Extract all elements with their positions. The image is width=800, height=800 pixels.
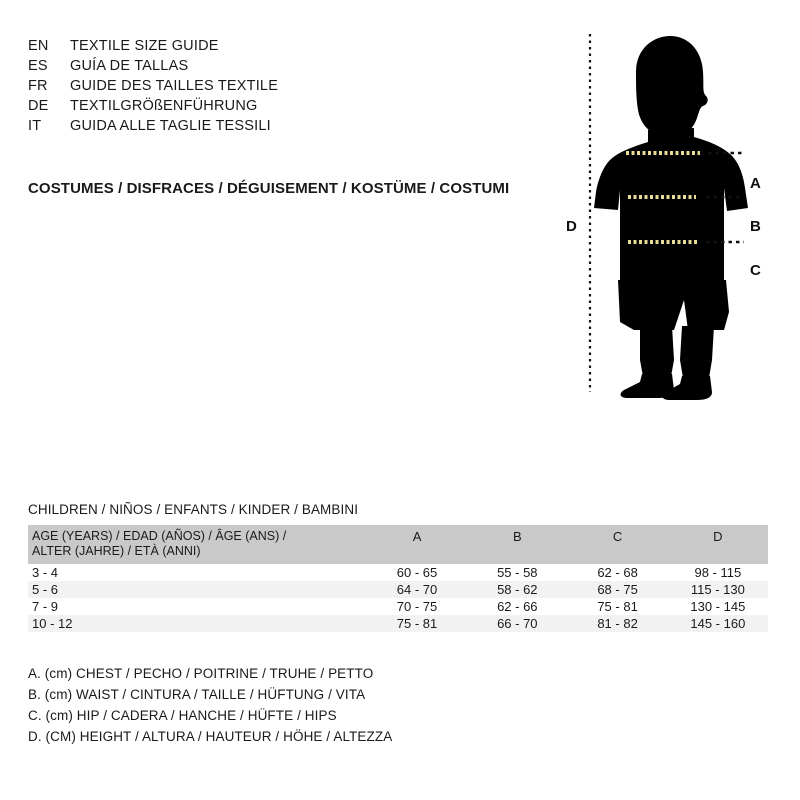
left-leg-shape <box>640 326 674 382</box>
cell-age: 5 - 6 <box>32 582 59 597</box>
language-code-en: EN <box>28 38 49 54</box>
cell-chest: 75 - 81 <box>396 616 438 631</box>
measurement-diagram: A B C D <box>548 30 788 400</box>
language-title-it: GUIDA ALLE TAGLIE TESSILI <box>70 118 271 134</box>
cell-hip: 62 - 68 <box>597 565 638 580</box>
size-table: AGE (YEARS) / EDAD (AÑOS) / ÂGE (ANS) / … <box>28 525 768 632</box>
chest-marker-label: A <box>750 175 761 192</box>
cell-chest: 70 - 75 <box>396 599 438 614</box>
right-shoe-shape <box>662 376 712 400</box>
shorts-shape <box>618 280 729 330</box>
cell-height: 98 - 115 <box>694 565 742 580</box>
language-row-es: ES GUÍA DE TALLAS <box>28 58 548 78</box>
cell-hip: 75 - 81 <box>597 599 638 614</box>
cell-height: 115 - 130 <box>690 582 745 597</box>
cell-chest: 60 - 65 <box>396 565 438 580</box>
table-header-row: AGE (YEARS) / EDAD (AÑOS) / ÂGE (ANS) / … <box>28 525 768 564</box>
table-row: 3 - 4 60 - 65 55 - 58 62 - 68 98 - 115 <box>28 564 768 581</box>
torso-tshirt-shape <box>594 128 748 282</box>
table-row: 7 - 9 70 - 75 62 - 66 75 - 81 130 - 145 <box>28 598 768 615</box>
child-silhouette-svg <box>588 34 748 400</box>
language-title-fr: GUIDE DES TAILLES TEXTILE <box>70 78 279 94</box>
cell-age: 7 - 9 <box>32 599 59 614</box>
column-header-a: A <box>412 529 422 544</box>
column-header-d: D <box>713 529 723 544</box>
silhouette-body <box>594 36 748 400</box>
language-code-de: DE <box>28 98 49 114</box>
language-row-en: EN TEXTILE SIZE GUIDE <box>28 38 548 58</box>
cell-waist: 62 - 66 <box>497 599 538 614</box>
column-header-age: AGE (YEARS) / EDAD (AÑOS) / ÂGE (ANS) / … <box>28 525 367 564</box>
legend-row-height: D. (CM) HEIGHT / ALTURA / HAUTEUR / HÖHE… <box>28 729 393 744</box>
language-row-de: DE TEXTILGRÖßENFÜHRUNG <box>28 98 548 118</box>
cell-waist: 58 - 62 <box>497 582 538 597</box>
language-code-es: ES <box>28 58 48 74</box>
head-shape <box>636 36 708 139</box>
language-code-it: IT <box>28 118 42 134</box>
waist-marker-label: B <box>750 218 761 235</box>
table-body: 3 - 4 60 - 65 55 - 58 62 - 68 98 - 115 5… <box>28 564 768 632</box>
category-heading: COSTUMES / DISFRACES / DÉGUISEMENT / KOS… <box>28 180 510 197</box>
cell-waist: 66 - 70 <box>497 616 538 631</box>
column-header-b: B <box>512 529 522 544</box>
language-title-block: EN TEXTILE SIZE GUIDE ES GUÍA DE TALLAS … <box>28 38 548 138</box>
cell-age: 3 - 4 <box>32 565 59 580</box>
height-marker-label: D <box>566 218 577 235</box>
column-header-age-line2: ALTER (JAHRE) / ETÀ (ANNI) <box>32 544 201 558</box>
cell-age: 10 - 12 <box>32 616 73 631</box>
language-title-de: TEXTILGRÖßENFÜHRUNG <box>70 98 258 114</box>
legend-row-chest: A. (cm) CHEST / PECHO / POITRINE / TRUHE… <box>28 666 374 681</box>
language-title-en: TEXTILE SIZE GUIDE <box>70 38 219 54</box>
table-caption: CHILDREN / NIÑOS / ENFANTS / KINDER / BA… <box>28 502 359 517</box>
column-header-age-line1: AGE (YEARS) / EDAD (AÑOS) / ÂGE (ANS) / <box>32 529 287 543</box>
measurement-legend: A. (cm) CHEST / PECHO / POITRINE / TRUHE… <box>28 666 548 750</box>
legend-row-hip: C. (cm) HIP / CADERA / HANCHE / HÜFTE / … <box>28 708 337 723</box>
table-header: AGE (YEARS) / EDAD (AÑOS) / ÂGE (ANS) / … <box>28 525 768 564</box>
right-leg-shape <box>680 326 714 384</box>
language-row-fr: FR GUIDE DES TAILLES TEXTILE <box>28 78 548 98</box>
legend-row-waist: B. (cm) WAIST / CINTURA / TAILLE / HÜFTU… <box>28 687 366 702</box>
cell-chest: 64 - 70 <box>396 582 438 597</box>
language-row-it: IT GUIDA ALLE TAGLIE TESSILI <box>28 118 548 138</box>
cell-height: 145 - 160 <box>690 616 746 631</box>
cell-hip: 68 - 75 <box>597 582 638 597</box>
cell-waist: 55 - 58 <box>497 565 538 580</box>
left-shoe-shape <box>620 374 674 398</box>
cell-height: 130 - 145 <box>690 599 746 614</box>
table-row: 5 - 6 64 - 70 58 - 62 68 - 75 115 - 130 <box>28 581 768 598</box>
cell-hip: 81 - 82 <box>597 616 638 631</box>
language-code-fr: FR <box>28 78 48 94</box>
language-title-es: GUÍA DE TALLAS <box>70 58 189 74</box>
hip-marker-label: C <box>750 262 761 279</box>
table-row: 10 - 12 75 - 81 66 - 70 81 - 82 145 - 16… <box>28 615 768 632</box>
column-header-c: C <box>612 529 623 544</box>
